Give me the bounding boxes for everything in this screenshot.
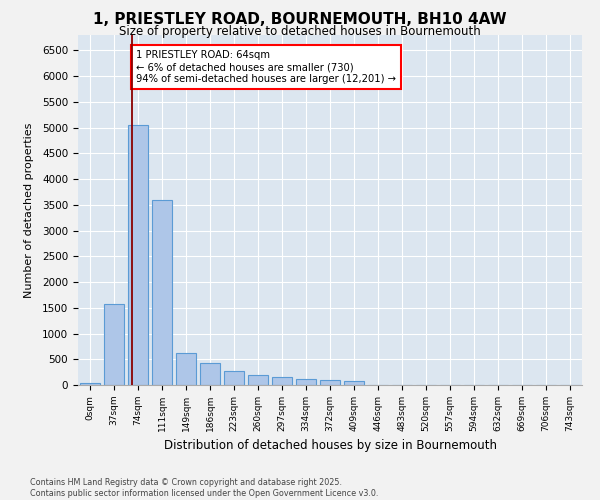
Bar bbox=[128, 125, 148, 385]
Bar bbox=[80, 384, 100, 385]
Bar bbox=[296, 379, 316, 385]
Bar bbox=[344, 381, 364, 385]
Text: Contains HM Land Registry data © Crown copyright and database right 2025.
Contai: Contains HM Land Registry data © Crown c… bbox=[30, 478, 379, 498]
X-axis label: Distribution of detached houses by size in Bournemouth: Distribution of detached houses by size … bbox=[163, 440, 497, 452]
Bar bbox=[248, 374, 268, 385]
Bar bbox=[320, 380, 340, 385]
Bar bbox=[272, 378, 292, 385]
Bar bbox=[224, 371, 244, 385]
Text: 1 PRIESTLEY ROAD: 64sqm
← 6% of detached houses are smaller (730)
94% of semi-de: 1 PRIESTLEY ROAD: 64sqm ← 6% of detached… bbox=[136, 50, 396, 84]
Bar bbox=[200, 363, 220, 385]
Y-axis label: Number of detached properties: Number of detached properties bbox=[23, 122, 34, 298]
Text: Size of property relative to detached houses in Bournemouth: Size of property relative to detached ho… bbox=[119, 25, 481, 38]
Bar bbox=[152, 200, 172, 385]
Bar bbox=[176, 353, 196, 385]
Bar bbox=[104, 304, 124, 385]
Text: 1, PRIESTLEY ROAD, BOURNEMOUTH, BH10 4AW: 1, PRIESTLEY ROAD, BOURNEMOUTH, BH10 4AW bbox=[93, 12, 507, 28]
